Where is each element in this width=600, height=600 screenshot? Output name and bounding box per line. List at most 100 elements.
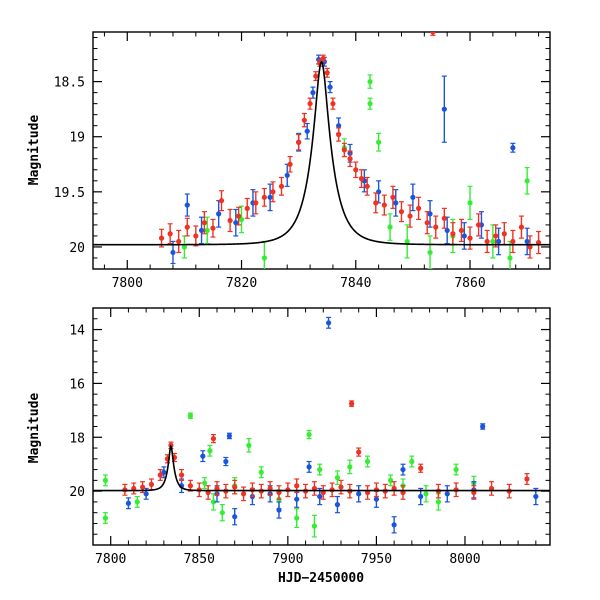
data-point [364,183,370,189]
data-point [391,485,397,492]
data-point [527,244,533,250]
data-point [223,458,229,465]
data-point [325,320,332,326]
data-point [453,487,459,493]
data-point [261,255,267,261]
data-point [433,224,439,230]
data-point [524,238,530,245]
y-tick-label: 14 [69,324,85,339]
data-point [232,514,238,520]
data-point [184,202,190,208]
data-point [480,423,486,430]
data-point [488,485,495,492]
data-point [148,481,155,488]
data-point [347,156,353,162]
series-blue [125,316,539,534]
data-point [324,70,330,76]
data-point [410,194,416,200]
data-point [364,458,371,465]
bottom-y-axis-label: Magnitude [27,393,42,464]
data-point [219,510,225,516]
data-point [407,213,413,219]
data-point [518,224,525,230]
data-point [358,176,365,182]
data-point [167,231,173,237]
data-point [200,453,206,459]
data-point [102,477,108,483]
x-tick-label: 7820 [226,276,257,291]
bottom-axis-ticks: 7800 7850 7900 7950 8000 14 16 18 20 [69,307,550,567]
data-point [441,106,447,112]
data-point [390,194,396,200]
data-point [524,476,530,482]
top-panel: 7800 7820 7840 7860 18.5 19 19.5 20 Magnitude [27,31,551,291]
data-point [210,499,217,505]
data-point [236,213,242,219]
series-red [122,400,530,502]
data-point [341,147,347,153]
x-tick-label: 7800 [95,552,126,567]
data-point [125,500,132,506]
data-point [258,469,264,475]
data-point [484,238,490,245]
y-tick-label: 19.5 [54,186,85,201]
data-point [356,449,362,455]
y-tick-label: 20 [69,241,85,256]
data-point [423,491,429,497]
data-point [306,431,312,438]
data-point [317,466,323,473]
bottom-data-layer [93,316,550,538]
data-point [320,55,326,62]
data-point [317,493,323,500]
data-point [381,202,387,208]
data-point [294,515,300,521]
data-point [249,487,256,493]
data-point [311,523,318,529]
model-curve [93,60,550,246]
data-point [376,189,382,195]
data-point [210,436,217,442]
data-point [416,205,422,211]
data-point [170,249,176,256]
data-point [347,464,353,470]
data-point [187,413,194,419]
data-point [490,238,496,245]
data-point [458,227,465,234]
top-data-layer [93,32,550,269]
data-point [158,235,165,241]
top-y-axis-label: Magnitude [27,115,42,186]
data-point [157,472,163,478]
data-point [139,484,146,490]
data-point [253,200,259,206]
y-tick-label: 20 [69,485,85,500]
data-point [198,227,205,234]
data-point [533,493,539,500]
data-point [201,480,208,486]
data-point [301,117,307,123]
data-point [467,235,473,241]
data-point [187,483,194,489]
data-point [507,255,513,261]
data-point [510,238,516,245]
data-point [285,487,291,493]
data-point [373,496,380,502]
data-point [134,499,140,505]
data-point [427,249,433,256]
data-point [334,502,341,508]
data-point [227,217,233,224]
y-tick-label: 19 [69,131,85,146]
x-tick-label: 7840 [340,276,371,291]
data-point [418,465,424,471]
y-tick-label: 18 [69,431,85,446]
data-point [246,442,252,448]
data-point [204,227,210,234]
data-point [427,211,433,217]
data-point [338,484,344,490]
data-point [306,464,312,470]
data-point [284,172,290,178]
y-tick-label: 18.5 [54,76,85,91]
model-curve [93,444,550,492]
data-point [193,233,199,239]
data-point [535,239,542,246]
